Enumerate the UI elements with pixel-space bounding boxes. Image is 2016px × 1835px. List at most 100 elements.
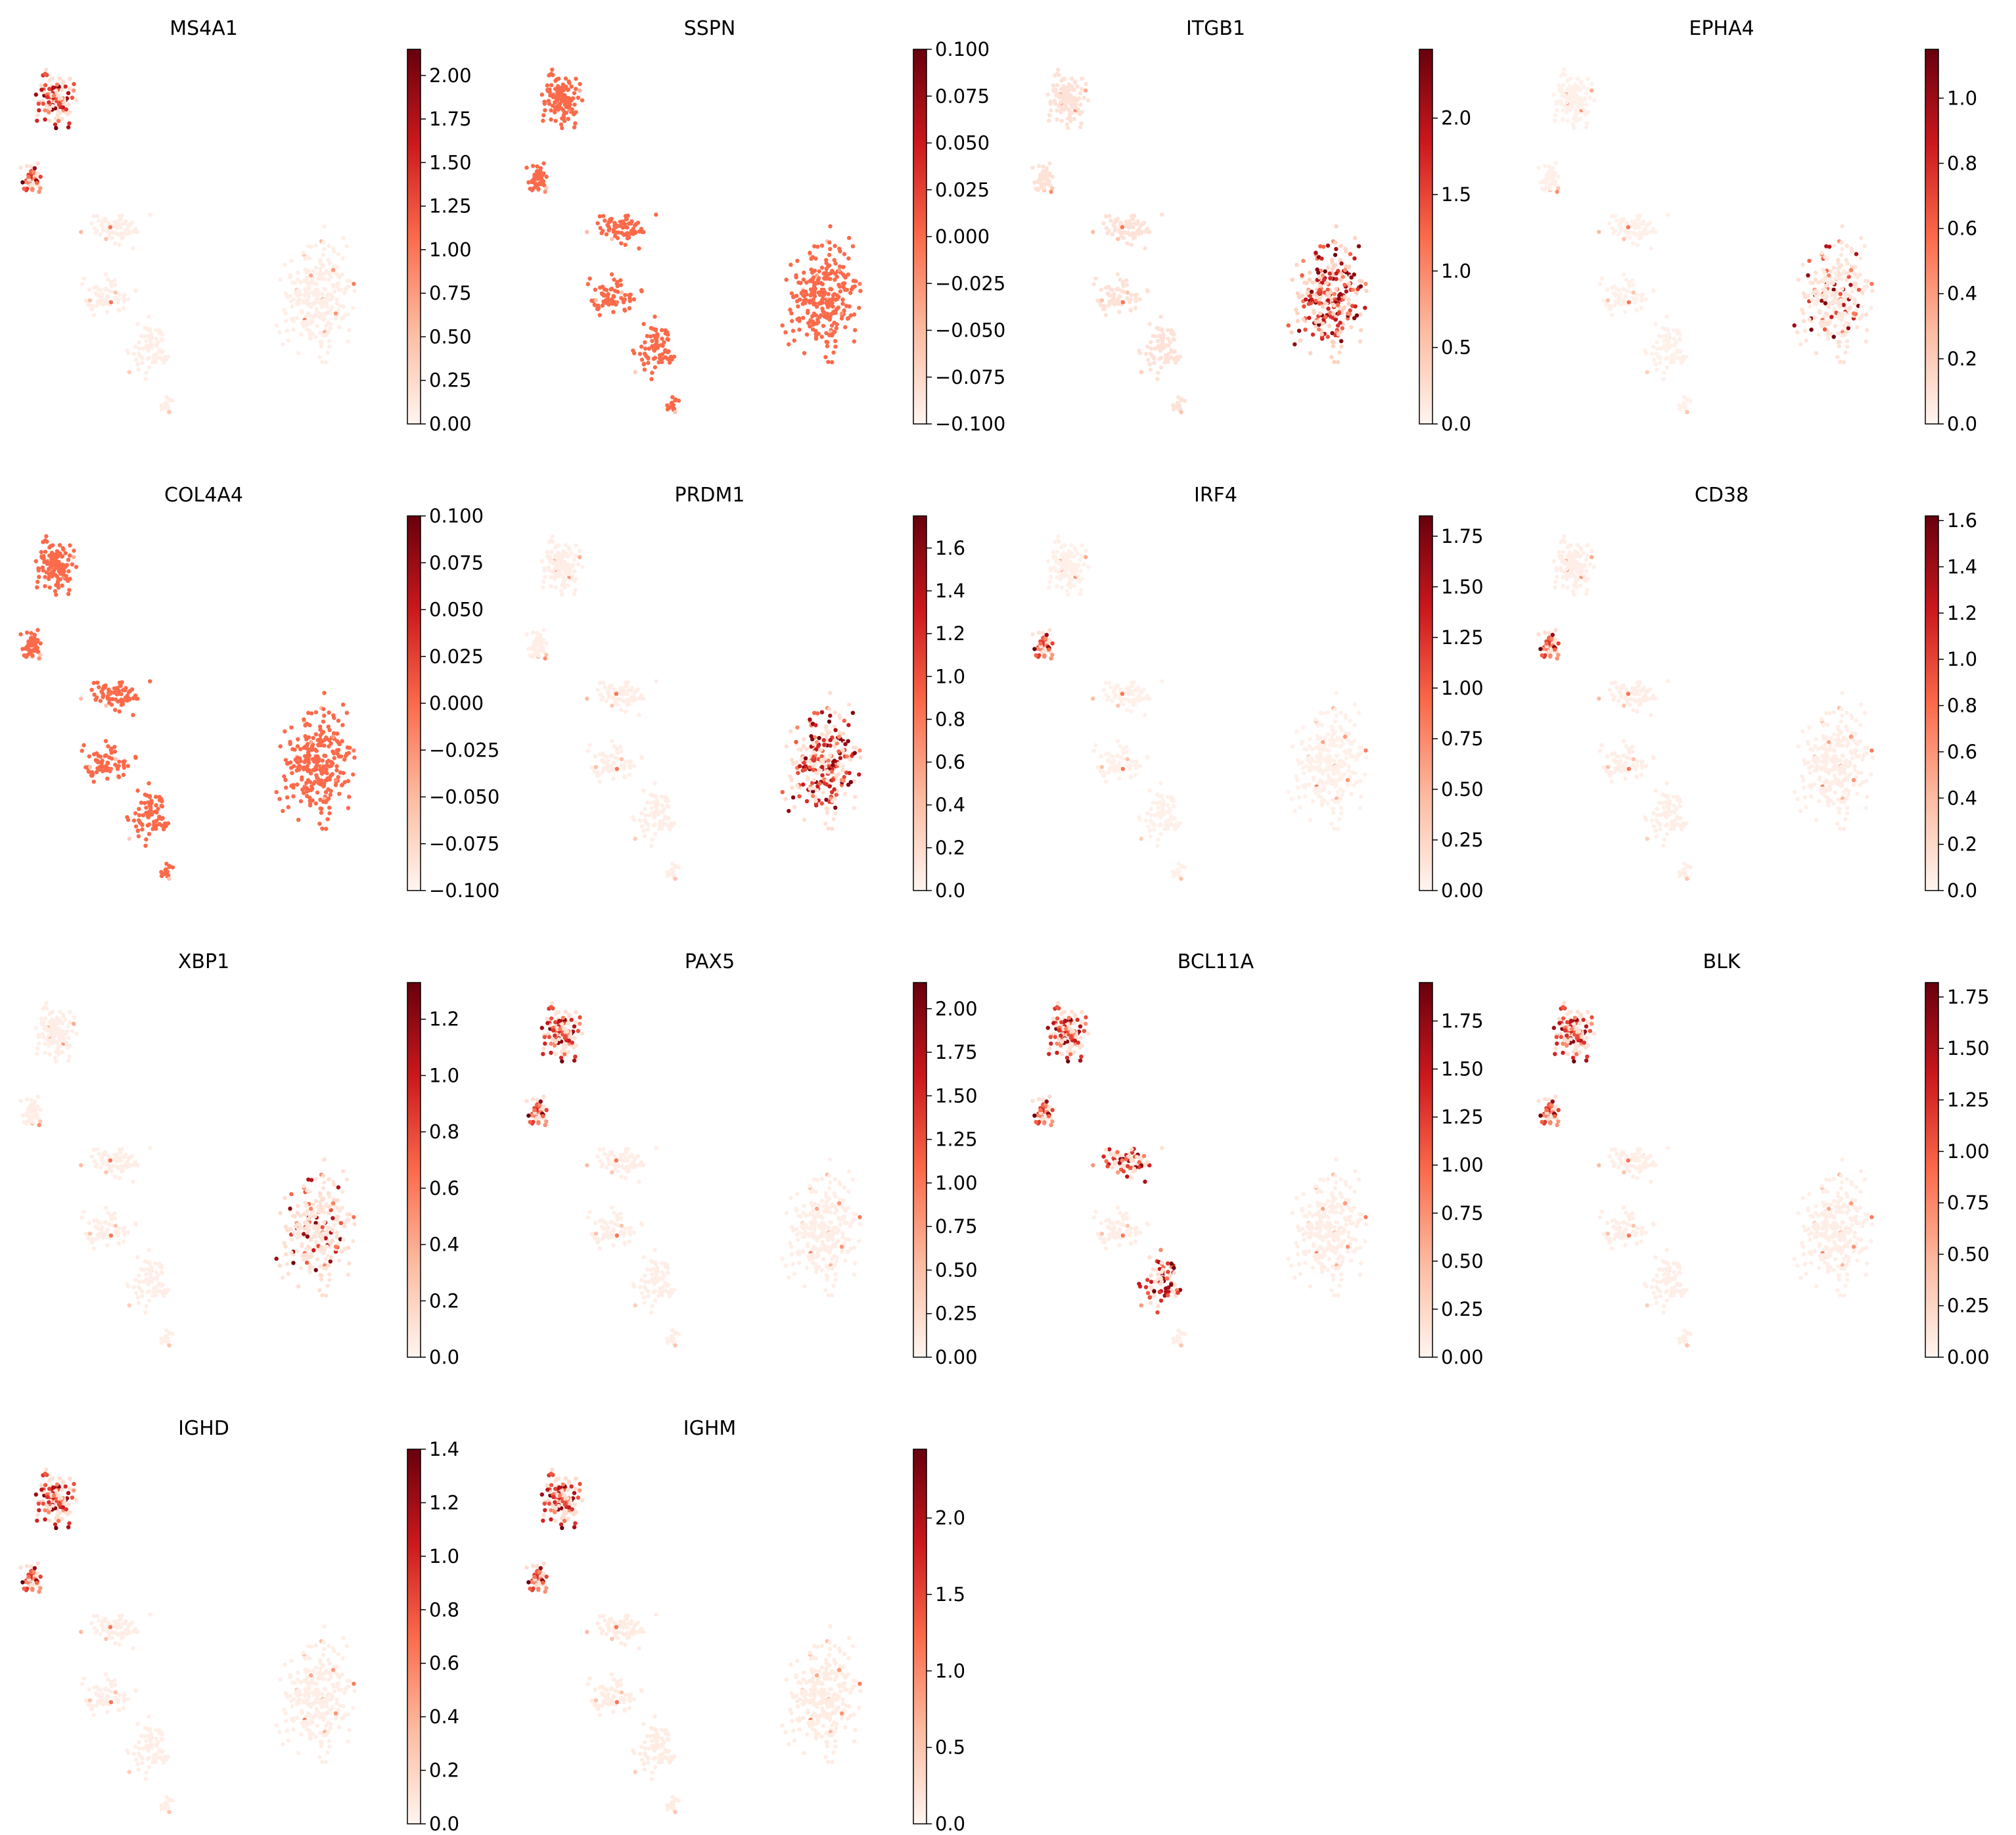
cell-point: [1869, 306, 1873, 310]
cell-point: [1149, 813, 1154, 818]
colorbar-tick-label: 1.6: [935, 537, 965, 559]
cell-point: [44, 67, 49, 72]
cell-point: [595, 687, 600, 692]
cell-point: [1302, 280, 1307, 285]
cell-point: [316, 276, 321, 281]
cell-point: [308, 332, 312, 337]
cell-point: [1325, 298, 1331, 303]
cell-point: [1072, 554, 1076, 559]
cell-point: [106, 277, 110, 282]
cell-point: [598, 692, 603, 697]
cell-point: [567, 81, 572, 85]
cell-point: [1145, 693, 1150, 698]
cell-point: [622, 308, 627, 312]
cell-point: [68, 543, 72, 547]
cell-point: [164, 357, 168, 362]
cell-point: [103, 739, 108, 743]
cell-point: [1317, 288, 1322, 292]
cell-point: [1339, 344, 1344, 349]
cell-point: [20, 180, 25, 185]
cell-point: [95, 758, 99, 763]
cell-point: [1352, 256, 1357, 261]
cell-point: [1066, 89, 1070, 93]
cell-point: [283, 291, 288, 296]
cell-point: [840, 301, 845, 306]
cell-point: [277, 330, 282, 335]
cell-point: [337, 275, 342, 280]
cell-point: [52, 560, 57, 565]
cell-point: [1344, 716, 1348, 720]
cell-point: [1068, 118, 1073, 124]
cell-point: [824, 733, 829, 738]
cell-point: [1325, 335, 1330, 339]
cell-point: [526, 647, 531, 651]
cell-point: [1337, 296, 1341, 301]
cell-point: [1098, 302, 1103, 307]
cell-point: [1118, 761, 1122, 766]
cell-point: [309, 277, 315, 282]
cell-point: [1333, 719, 1338, 724]
cell-point: [344, 710, 350, 715]
cell-point: [1840, 287, 1844, 291]
colorbar-tick-label: 0.4: [1947, 283, 1977, 305]
cell-point: [833, 811, 838, 816]
cell-point: [1359, 328, 1363, 333]
cell-point: [827, 240, 832, 245]
cell-point: [67, 121, 72, 126]
cell-point: [32, 169, 36, 174]
cell-point: [1318, 244, 1323, 248]
cell-point: [43, 117, 47, 122]
cell-point: [1076, 107, 1081, 112]
cell-point: [338, 754, 344, 759]
cell-point: [1129, 214, 1134, 218]
cell-point: [344, 244, 350, 248]
cell-point: [557, 104, 561, 108]
cell-point: [133, 755, 138, 760]
cell-point: [1151, 334, 1156, 338]
cell-point: [327, 344, 332, 349]
cell-point: [1116, 753, 1120, 758]
cell-point: [333, 778, 338, 783]
cell-point: [831, 778, 835, 782]
cell-point: [326, 258, 331, 262]
cell-point: [563, 543, 568, 547]
cell-point: [842, 718, 847, 723]
cell-point: [302, 717, 306, 722]
cell-point: [1859, 304, 1864, 309]
cell-point: [321, 719, 326, 724]
cell-point: [278, 744, 283, 749]
cell-point: [330, 305, 335, 310]
cell-point: [24, 630, 30, 635]
cell-point: [550, 534, 555, 539]
cell-point: [295, 277, 300, 282]
cell-point: [1829, 269, 1833, 274]
cell-point: [824, 806, 829, 811]
cell-point: [311, 269, 315, 274]
cell-point: [1099, 764, 1105, 770]
cell-point: [277, 797, 282, 801]
cell-point: [639, 755, 644, 760]
cell-point: [538, 632, 543, 638]
cell-point: [54, 555, 58, 560]
cell-point: [553, 553, 558, 558]
cell-point: [1840, 246, 1844, 252]
cell-point: [1084, 88, 1088, 93]
cell-point: [572, 557, 577, 562]
umap-panel-col4a4: COL4A4−0.100−0.075−0.050−0.0250.0000.025…: [18, 484, 499, 902]
cell-point: [801, 315, 806, 320]
cell-point: [144, 371, 149, 375]
cell-point: [549, 83, 554, 87]
cell-point: [1682, 357, 1686, 362]
colorbar-tick-label: 1.4: [935, 580, 965, 602]
cell-point: [1158, 314, 1163, 319]
cell-point: [135, 321, 140, 327]
cell-point: [1858, 256, 1863, 261]
cell-point: [322, 224, 327, 229]
cell-point: [562, 115, 566, 120]
cell-point: [149, 334, 153, 339]
cell-point: [625, 703, 630, 707]
cell-point: [35, 118, 39, 123]
cell-point: [1563, 95, 1568, 99]
colorbar-tick-label: 1.2: [935, 622, 965, 645]
cell-point: [97, 767, 103, 772]
